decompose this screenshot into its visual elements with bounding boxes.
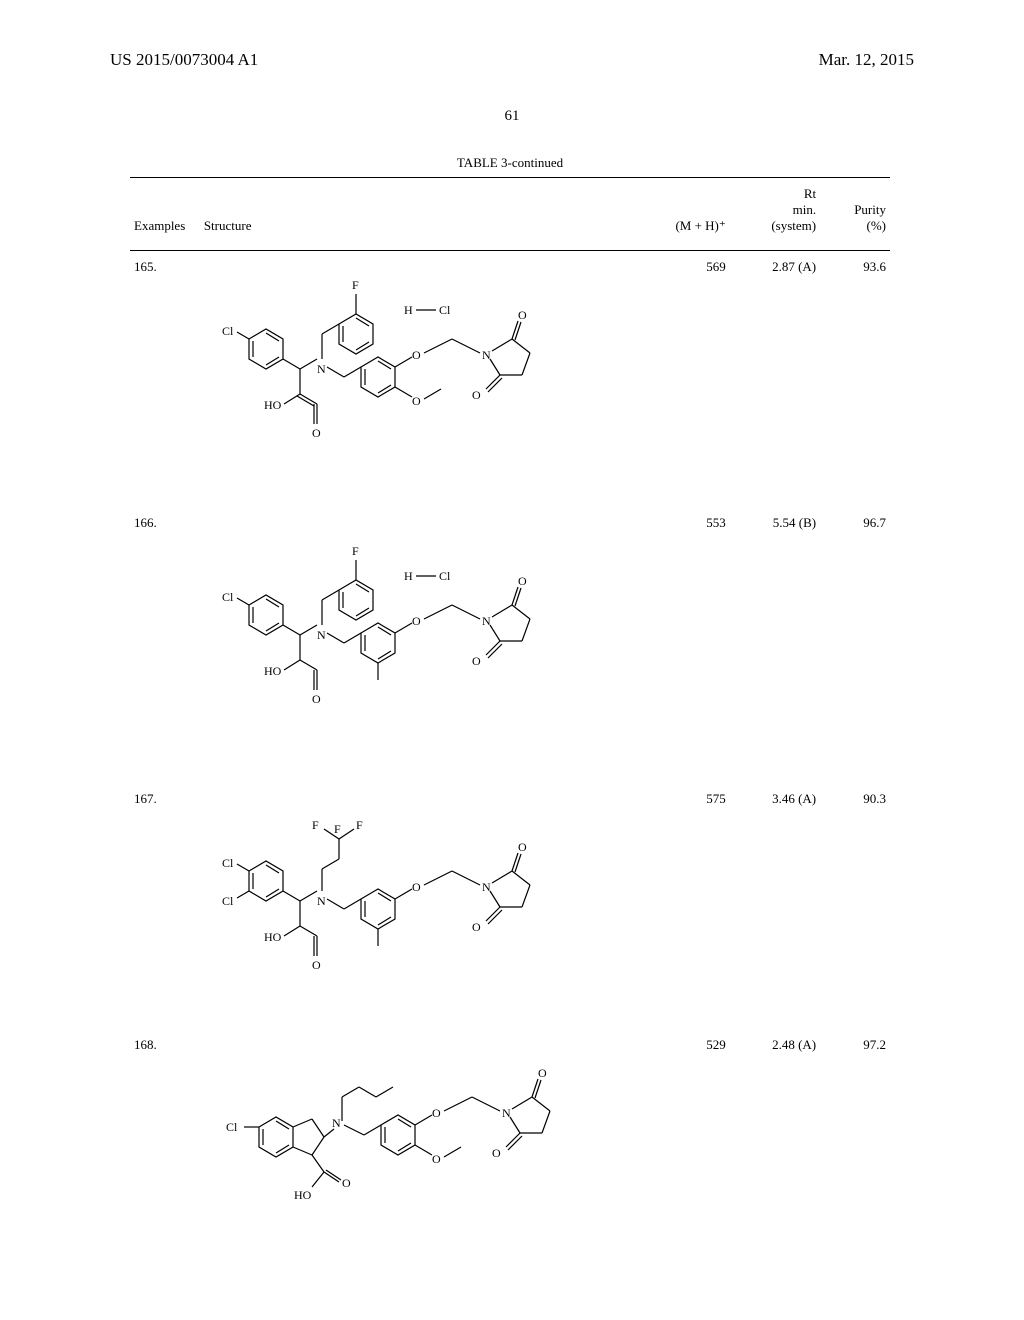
svg-text:Cl: Cl <box>222 856 234 870</box>
chemical-structure-167: Cl Cl HO O <box>204 791 646 1021</box>
col-mh: (M + H)⁺ <box>650 178 730 251</box>
svg-text:O: O <box>472 920 481 934</box>
svg-text:HO: HO <box>264 664 282 678</box>
svg-text:N: N <box>317 628 326 642</box>
col-rt: Rt min. (system) <box>730 178 820 251</box>
svg-text:N: N <box>482 880 491 894</box>
purity-value: 97.2 <box>820 1029 890 1245</box>
document-date: Mar. 12, 2015 <box>819 50 914 70</box>
svg-text:Cl: Cl <box>439 569 451 583</box>
svg-text:F: F <box>356 818 363 832</box>
svg-text:O: O <box>432 1152 441 1166</box>
svg-text:O: O <box>472 388 481 402</box>
mh-value: 553 <box>650 507 730 783</box>
purity-line2: (%) <box>867 218 887 233</box>
mh-value: 529 <box>650 1029 730 1245</box>
svg-text:O: O <box>312 426 321 440</box>
svg-text:HO: HO <box>294 1188 312 1202</box>
svg-text:N: N <box>317 894 326 908</box>
svg-text:F: F <box>312 818 319 832</box>
svg-text:N: N <box>502 1106 511 1120</box>
svg-text:O: O <box>412 614 421 628</box>
rt-value: 5.54 (B) <box>730 507 820 783</box>
svg-text:O: O <box>518 574 527 588</box>
structure-cell: Cl O <box>200 1029 650 1245</box>
compound-table: Examples Structure (M + H)⁺ Rt min. (sys… <box>130 177 890 1245</box>
svg-text:N: N <box>482 614 491 628</box>
svg-text:HO: HO <box>264 930 282 944</box>
svg-text:O: O <box>518 840 527 854</box>
svg-text:N: N <box>332 1116 341 1130</box>
col-purity: Purity (%) <box>820 178 890 251</box>
structure-cell: Cl HO O <box>200 251 650 508</box>
table-header-row: Examples Structure (M + H)⁺ Rt min. (sys… <box>130 178 890 251</box>
svg-text:O: O <box>342 1176 351 1190</box>
mh-value: 569 <box>650 251 730 508</box>
table-row: 166. Cl <box>130 507 890 783</box>
svg-text:O: O <box>412 348 421 362</box>
structure-cell: Cl Cl HO O <box>200 783 650 1029</box>
svg-text:F: F <box>352 278 359 292</box>
table-row: 165. Cl <box>130 251 890 508</box>
svg-text:F: F <box>334 822 341 836</box>
purity-value: 90.3 <box>820 783 890 1029</box>
chemical-structure-165: Cl HO O <box>204 259 646 499</box>
purity-line1: Purity <box>854 202 886 217</box>
mh-value: 575 <box>650 783 730 1029</box>
example-number: 166. <box>130 507 200 783</box>
rt-value: 3.46 (A) <box>730 783 820 1029</box>
svg-text:N: N <box>317 362 326 376</box>
svg-text:Cl: Cl <box>226 1120 238 1134</box>
rt-value: 2.48 (A) <box>730 1029 820 1245</box>
svg-text:O: O <box>432 1106 441 1120</box>
svg-text:F: F <box>352 544 359 558</box>
svg-text:O: O <box>312 692 321 706</box>
purity-value: 93.6 <box>820 251 890 508</box>
table-title: TABLE 3-continued <box>130 155 890 171</box>
rt-line1: Rt <box>804 186 816 201</box>
purity-value: 96.7 <box>820 507 890 783</box>
example-number: 168. <box>130 1029 200 1245</box>
svg-text:O: O <box>492 1146 501 1160</box>
svg-text:O: O <box>518 308 527 322</box>
structure-cell: Cl HO O <box>200 507 650 783</box>
rt-value: 2.87 (A) <box>730 251 820 508</box>
chemical-structure-168: Cl O <box>204 1037 646 1237</box>
table-row: 167. Cl <box>130 783 890 1029</box>
svg-text:HO: HO <box>264 398 282 412</box>
document-id: US 2015/0073004 A1 <box>110 50 258 70</box>
svg-text:H: H <box>404 303 413 317</box>
svg-text:Cl: Cl <box>222 894 234 908</box>
svg-text:O: O <box>472 654 481 668</box>
svg-text:N: N <box>482 348 491 362</box>
rt-line3: (system) <box>771 218 816 233</box>
table-row: 168. Cl <box>130 1029 890 1245</box>
svg-text:Cl: Cl <box>222 590 234 604</box>
rt-line2: min. <box>793 202 816 217</box>
example-number: 165. <box>130 251 200 508</box>
svg-text:O: O <box>312 958 321 972</box>
chemical-structure-166: Cl HO O <box>204 515 646 775</box>
svg-text:Cl: Cl <box>439 303 451 317</box>
page-number: 61 <box>0 108 1024 125</box>
table-3-container: TABLE 3-continued Examples Structure (M … <box>130 155 890 1245</box>
svg-text:O: O <box>412 880 421 894</box>
svg-text:O: O <box>412 394 421 408</box>
svg-text:O: O <box>538 1066 547 1080</box>
svg-text:H: H <box>404 569 413 583</box>
col-structure: Structure <box>200 178 650 251</box>
example-number: 167. <box>130 783 200 1029</box>
col-examples: Examples <box>130 178 200 251</box>
page-header: US 2015/0073004 A1 Mar. 12, 2015 <box>0 50 1024 80</box>
svg-text:Cl: Cl <box>222 324 234 338</box>
